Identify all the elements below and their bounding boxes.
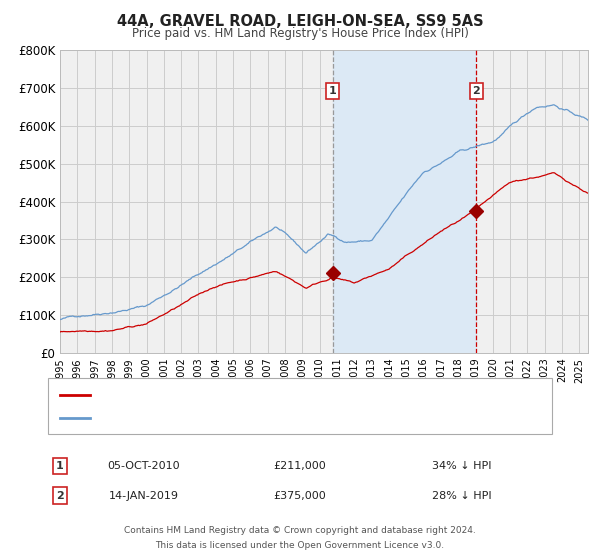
Text: £211,000: £211,000	[274, 461, 326, 471]
Text: Price paid vs. HM Land Registry's House Price Index (HPI): Price paid vs. HM Land Registry's House …	[131, 27, 469, 40]
Text: 05-OCT-2010: 05-OCT-2010	[107, 461, 181, 471]
Text: 14-JAN-2019: 14-JAN-2019	[109, 491, 179, 501]
Text: 34% ↓ HPI: 34% ↓ HPI	[432, 461, 491, 471]
Bar	[333, 50, 476, 353]
Text: 28% ↓ HPI: 28% ↓ HPI	[432, 491, 491, 501]
Text: This data is licensed under the Open Government Licence v3.0.: This data is licensed under the Open Gov…	[155, 541, 445, 550]
Text: 1: 1	[56, 461, 64, 471]
Text: HPI: Average price, detached house, Southend-on-Sea: HPI: Average price, detached house, Sout…	[102, 413, 385, 423]
Text: £375,000: £375,000	[274, 491, 326, 501]
Text: 2: 2	[472, 86, 480, 96]
Text: 44A, GRAVEL ROAD, LEIGH-ON-SEA, SS9 5AS (detached house): 44A, GRAVEL ROAD, LEIGH-ON-SEA, SS9 5AS …	[102, 390, 430, 400]
Text: 44A, GRAVEL ROAD, LEIGH-ON-SEA, SS9 5AS: 44A, GRAVEL ROAD, LEIGH-ON-SEA, SS9 5AS	[116, 14, 484, 29]
Text: Contains HM Land Registry data © Crown copyright and database right 2024.: Contains HM Land Registry data © Crown c…	[124, 526, 476, 535]
Text: 2: 2	[56, 491, 64, 501]
Text: 1: 1	[329, 86, 337, 96]
